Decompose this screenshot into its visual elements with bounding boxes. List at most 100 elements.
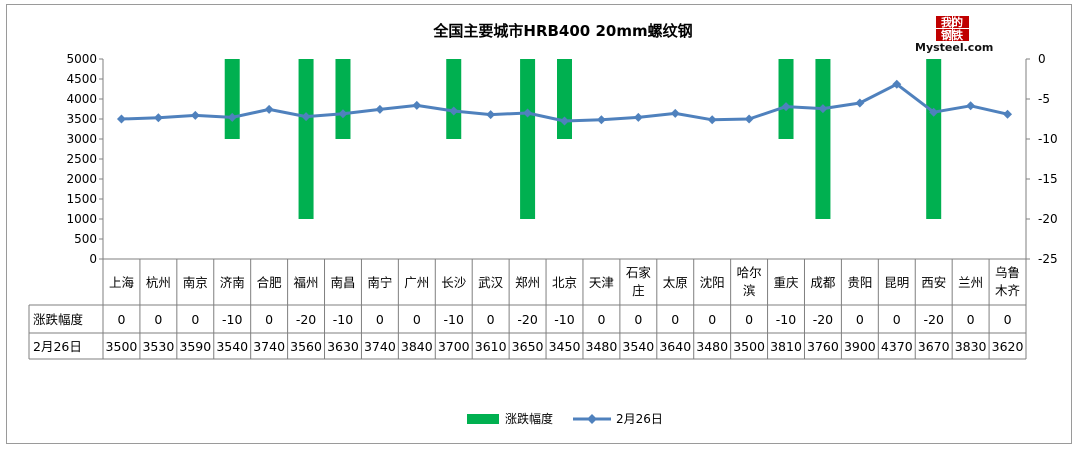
y-left-tick-label: 5000 (66, 52, 97, 66)
y-left-tick-label: 500 (74, 232, 97, 246)
price-point (818, 104, 828, 114)
price-point (744, 114, 754, 124)
y-right-tick-label: -20 (1038, 212, 1058, 226)
bar (224, 59, 240, 139)
table-cell: -10 (776, 312, 796, 327)
category-label: 成都 (810, 275, 836, 290)
table-cell: -20 (517, 312, 537, 327)
chart-frame: 全国主要城市HRB400 20mm螺纹钢 我的 钢铁 Mysteel.com 0… (6, 4, 1072, 444)
category-label: 木齐 (995, 283, 1021, 298)
table-cell: 0 (191, 312, 199, 327)
logo-block-4 (953, 29, 969, 41)
category-label: 武汉 (478, 275, 504, 290)
row-label: 涨跌幅度 (33, 312, 84, 327)
price-point (449, 106, 459, 116)
table-cell: 3500 (106, 339, 138, 354)
table-cell: 0 (265, 312, 273, 327)
legend-bar-swatch (467, 414, 499, 424)
y-left-tick-label: 4000 (66, 92, 97, 106)
row-label: 2月26日 (33, 339, 82, 354)
price-point (227, 112, 237, 122)
table-cell: 3480 (586, 339, 618, 354)
table-cell: 0 (856, 312, 864, 327)
y-left-tick-label: 0 (89, 252, 97, 266)
price-point (781, 102, 791, 112)
table-cell: 3650 (512, 339, 544, 354)
category-label: 济南 (220, 275, 245, 290)
price-point (929, 107, 939, 117)
table-cell: 3610 (475, 339, 507, 354)
table-cell: 3590 (179, 339, 211, 354)
bar (298, 59, 314, 219)
mysteel-logo: 我的 钢铁 Mysteel.com (915, 15, 993, 54)
price-point (892, 79, 902, 89)
logo-block-3 (936, 29, 952, 41)
table-cell: 3830 (955, 339, 987, 354)
category-label: 乌鲁 (995, 265, 1020, 280)
y-right-tick-label: -5 (1038, 92, 1050, 106)
table-cell: 3480 (696, 339, 728, 354)
category-label: 兰州 (958, 275, 983, 290)
category-label: 福州 (294, 275, 319, 290)
price-point (264, 104, 274, 114)
y-left-tick-label: 3000 (66, 132, 97, 146)
table-cell: 3540 (216, 339, 248, 354)
price-point (670, 108, 680, 118)
bar (335, 59, 351, 139)
y-left-tick-label: 2500 (66, 152, 97, 166)
category-label: 石家 (626, 265, 652, 280)
table-cell: -20 (296, 312, 316, 327)
bar (557, 59, 572, 139)
logo-block-2 (953, 16, 969, 28)
category-label: 庄 (632, 283, 645, 298)
table-cell: -20 (923, 312, 943, 327)
table-cell: 3530 (142, 339, 174, 354)
chart-title: 全国主要城市HRB400 20mm螺纹钢 (432, 22, 692, 40)
price-point (301, 112, 311, 122)
price-point (966, 101, 976, 111)
category-label: 南宁 (367, 275, 392, 290)
table-cell: 3840 (401, 339, 433, 354)
y-left-tick-label: 2000 (66, 172, 97, 186)
category-label: 昆明 (884, 275, 909, 290)
logo-en: Mysteel.com (915, 41, 993, 54)
category-label: 合肥 (257, 275, 283, 290)
table-cell: 3760 (807, 339, 839, 354)
table-cell: -10 (554, 312, 574, 327)
category-label: 太原 (663, 275, 688, 290)
bar (815, 59, 831, 219)
line-series (116, 79, 1013, 126)
y-right-tick-label: -25 (1038, 252, 1058, 266)
y-right-tick-label: -15 (1038, 172, 1058, 186)
price-point (633, 112, 643, 122)
table-cell: 3540 (622, 339, 654, 354)
axes: 0 500 1000 1500 2000 2500 3000 3500 4000 4500 5000… (66, 52, 1057, 266)
table-cell: 0 (708, 312, 716, 327)
y-left-tick-label: 4500 (66, 72, 97, 86)
table-cell: 0 (1004, 312, 1012, 327)
table-cell: -10 (222, 312, 242, 327)
table-cell: 0 (154, 312, 162, 327)
table-cell: 3740 (364, 339, 396, 354)
y-left-tick-label: 3500 (66, 112, 97, 126)
category-label: 南京 (183, 275, 208, 290)
category-label: 上海 (109, 275, 135, 290)
table-cell: -10 (444, 312, 464, 327)
price-point (375, 104, 385, 114)
category-label: 西安 (921, 275, 946, 290)
category-label: 长沙 (441, 275, 467, 290)
table-cell: 0 (413, 312, 421, 327)
price-point (855, 98, 865, 108)
table-cell: 0 (634, 312, 642, 327)
bar (446, 59, 462, 139)
table-cell: 3670 (918, 339, 950, 354)
category-label: 郑州 (515, 275, 540, 290)
table-cell: 3500 (733, 339, 765, 354)
category-label: 杭州 (146, 275, 171, 290)
table-cell: 3630 (327, 339, 359, 354)
category-label: 重庆 (774, 275, 800, 290)
category-label: 南昌 (330, 275, 355, 290)
legend-bar-label: 涨跌幅度 (505, 411, 553, 426)
price-point (116, 114, 126, 124)
table-cell: 0 (967, 312, 975, 327)
